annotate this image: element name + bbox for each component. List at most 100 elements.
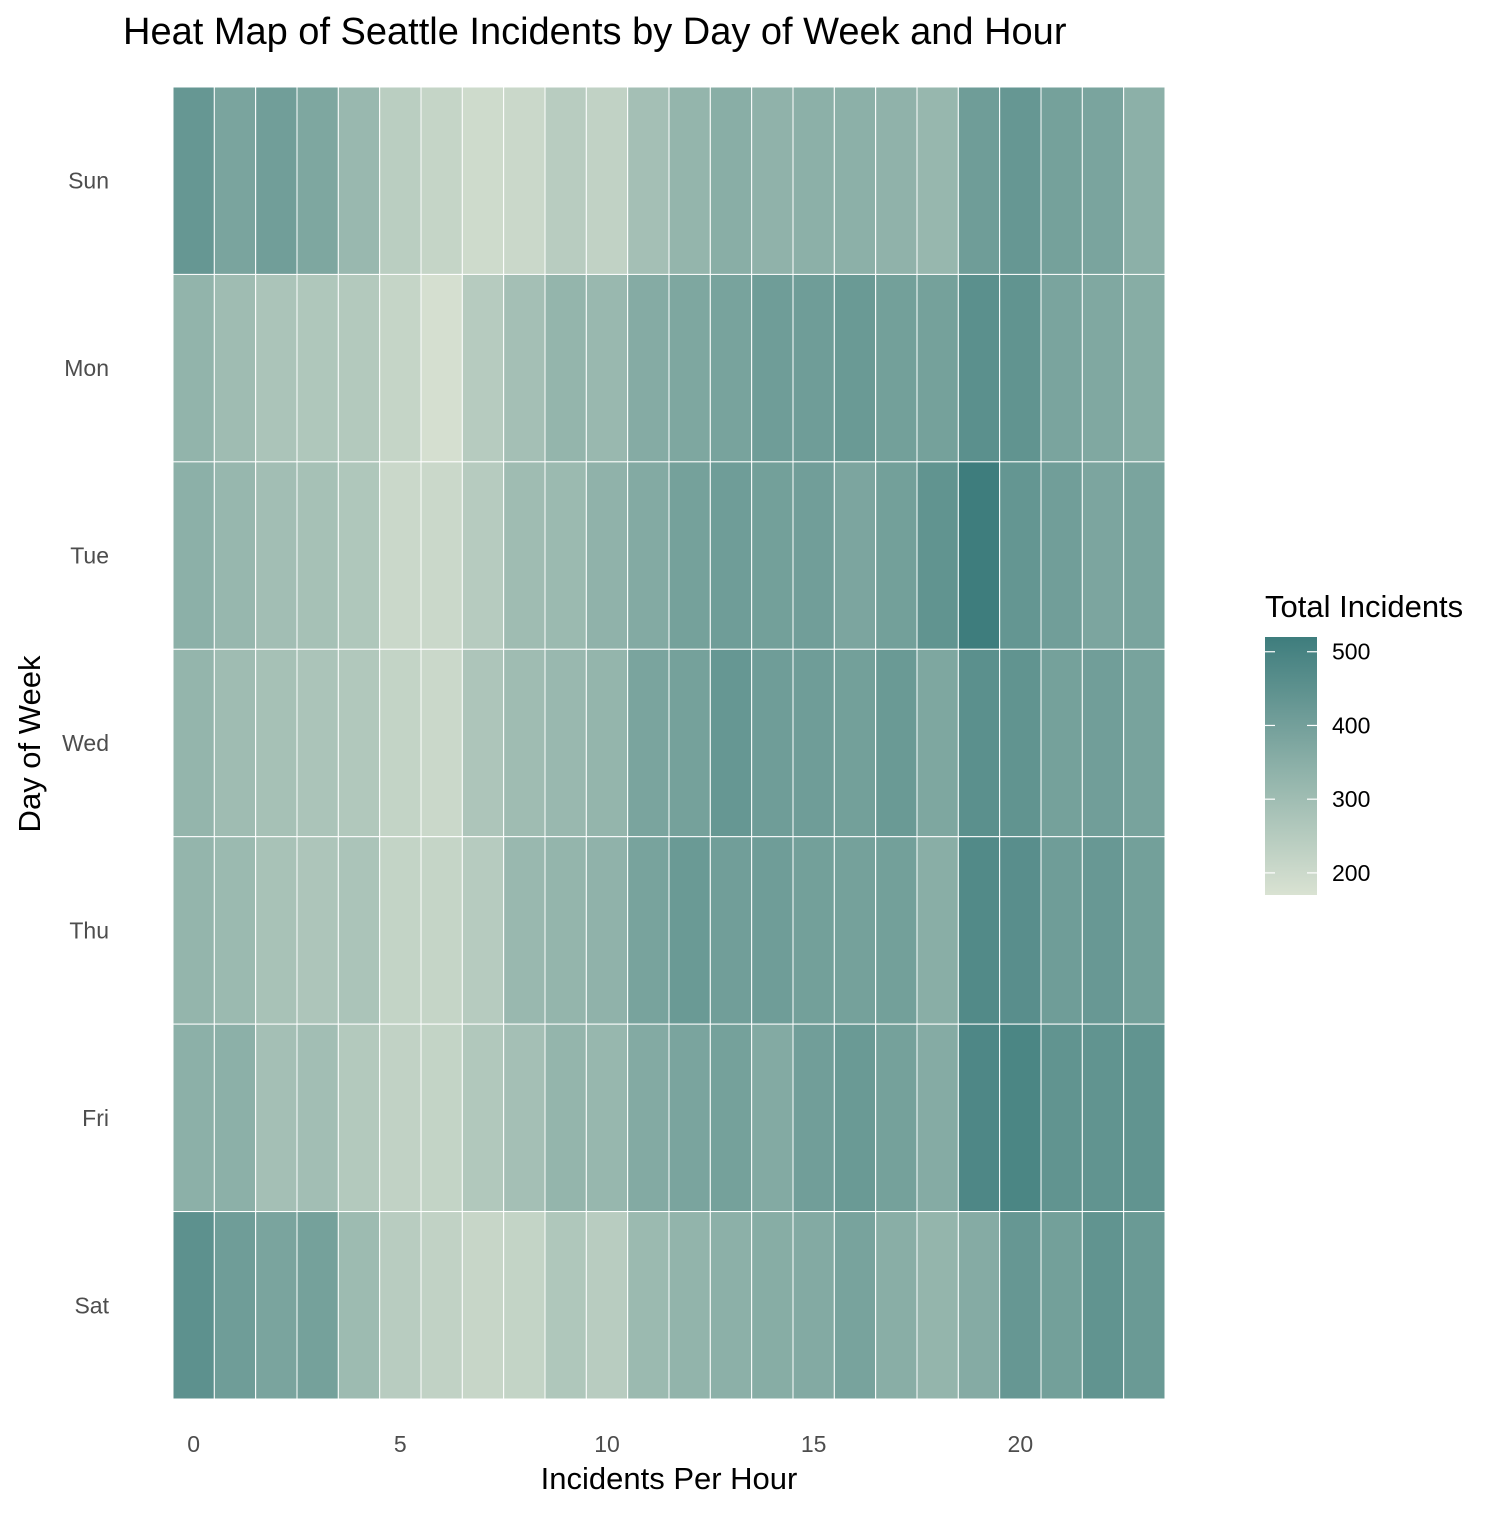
heatmap-cell xyxy=(875,1023,918,1213)
heatmap-cell xyxy=(420,1023,463,1213)
heatmap-cell xyxy=(503,86,546,275)
heatmap-cell xyxy=(916,1211,959,1400)
heatmap-cell xyxy=(296,86,339,275)
heatmap-cell xyxy=(999,461,1042,650)
heatmap-cell xyxy=(1123,836,1166,1025)
heatmap-cell xyxy=(461,273,505,463)
heatmap-cell xyxy=(627,836,670,1025)
heatmap-cell xyxy=(379,836,422,1025)
heatmap-cell xyxy=(420,1211,463,1400)
heatmap-cell xyxy=(1123,1023,1166,1213)
heatmap-cell xyxy=(420,273,463,463)
heatmap-cell xyxy=(875,86,918,275)
heatmap-cell xyxy=(999,273,1042,463)
heatmap-cell xyxy=(255,1211,298,1400)
heatmap-cell xyxy=(916,1023,959,1213)
heatmap-cell xyxy=(1123,86,1166,275)
heatmap-cell xyxy=(503,1211,546,1400)
heatmap-cell xyxy=(544,1211,587,1400)
y-tick-label: Fri xyxy=(82,1105,109,1131)
heatmap-cell xyxy=(999,648,1042,838)
x-tick-label: 0 xyxy=(187,1431,200,1457)
heatmap-cell xyxy=(172,1023,215,1213)
heatmap-cell xyxy=(503,273,546,463)
y-tick-label: Thu xyxy=(69,917,109,943)
heatmap-cell xyxy=(957,1211,1001,1400)
heatmap-cell xyxy=(751,836,794,1025)
heatmap-cell xyxy=(172,836,215,1025)
heatmap-cell xyxy=(957,461,1001,650)
heatmap-cell xyxy=(255,1023,298,1213)
heatmap-cell xyxy=(420,461,463,650)
heatmap-cell xyxy=(420,648,463,838)
heatmap-cell xyxy=(627,461,670,650)
heatmap-cell xyxy=(544,648,587,838)
heatmap-cell xyxy=(792,461,835,650)
heatmap-cell xyxy=(627,1211,670,1400)
legend-tick-label: 500 xyxy=(1332,639,1370,665)
heatmap-cell xyxy=(337,1023,381,1213)
x-axis-label: Incidents Per Hour xyxy=(541,1461,798,1496)
y-tick-label: Wed xyxy=(62,730,109,756)
heatmap-cell xyxy=(585,273,629,463)
heatmap-cell xyxy=(585,1023,629,1213)
heatmap-cell xyxy=(379,1211,422,1400)
heatmap-cell xyxy=(461,648,505,838)
heatmap-cell xyxy=(213,1023,257,1213)
legend-title: Total Incidents xyxy=(1265,589,1463,624)
heatmap-cell xyxy=(957,1023,1001,1213)
heatmap-cell xyxy=(1081,836,1125,1025)
heatmap-cell xyxy=(1081,461,1125,650)
heatmap-cell xyxy=(875,273,918,463)
heatmap-cell xyxy=(172,273,215,463)
heatmap-cell xyxy=(296,836,339,1025)
heatmap-cell xyxy=(668,648,711,838)
legend-tick-label: 200 xyxy=(1332,860,1370,886)
heatmap-cell xyxy=(337,461,381,650)
heatmap-cell xyxy=(213,461,257,650)
heatmap-cell xyxy=(999,86,1042,275)
heatmap-cell xyxy=(709,1023,753,1213)
heatmap-cell xyxy=(1040,1211,1083,1400)
heatmap-cell xyxy=(916,836,959,1025)
heatmap-cell xyxy=(875,461,918,650)
heatmap-cell xyxy=(585,648,629,838)
heatmap-cell xyxy=(172,1211,215,1400)
heatmap-cell xyxy=(751,648,794,838)
y-tick-label: Mon xyxy=(64,355,109,381)
heatmap-cell xyxy=(420,86,463,275)
heatmap-cell xyxy=(503,836,546,1025)
heatmap-cell xyxy=(1123,461,1166,650)
heatmap-cell xyxy=(1040,836,1083,1025)
heatmap-cell xyxy=(172,461,215,650)
heatmap-cell xyxy=(709,836,753,1025)
heatmap-cell xyxy=(627,1023,670,1213)
heatmap-cell xyxy=(544,273,587,463)
legend-colorbar xyxy=(1265,637,1317,895)
x-axis-tick-labels: 0 5 10 15 20 xyxy=(187,1431,1033,1457)
heatmap-cell xyxy=(792,1023,835,1213)
heatmap-cell xyxy=(709,1211,753,1400)
heatmap-cell xyxy=(296,461,339,650)
heatmap-cell xyxy=(668,1023,711,1213)
heatmap-cell xyxy=(213,273,257,463)
heatmap-cell xyxy=(420,836,463,1025)
heatmap-cell xyxy=(379,1023,422,1213)
heatmap-cell xyxy=(875,1211,918,1400)
heatmap-cell xyxy=(255,648,298,838)
heatmap-cell xyxy=(833,86,877,275)
heatmap-cell xyxy=(296,1211,339,1400)
heatmap-cell xyxy=(668,273,711,463)
heatmap-cell xyxy=(1081,648,1125,838)
heatmap-cell xyxy=(916,461,959,650)
heatmap-cell xyxy=(792,86,835,275)
heatmap-cell xyxy=(461,1211,505,1400)
heatmap-cell xyxy=(627,86,670,275)
heatmap-cell xyxy=(751,86,794,275)
heatmap-cell xyxy=(916,86,959,275)
heatmap-cell xyxy=(957,273,1001,463)
heatmap-cell xyxy=(379,461,422,650)
heatmap-cell xyxy=(337,1211,381,1400)
